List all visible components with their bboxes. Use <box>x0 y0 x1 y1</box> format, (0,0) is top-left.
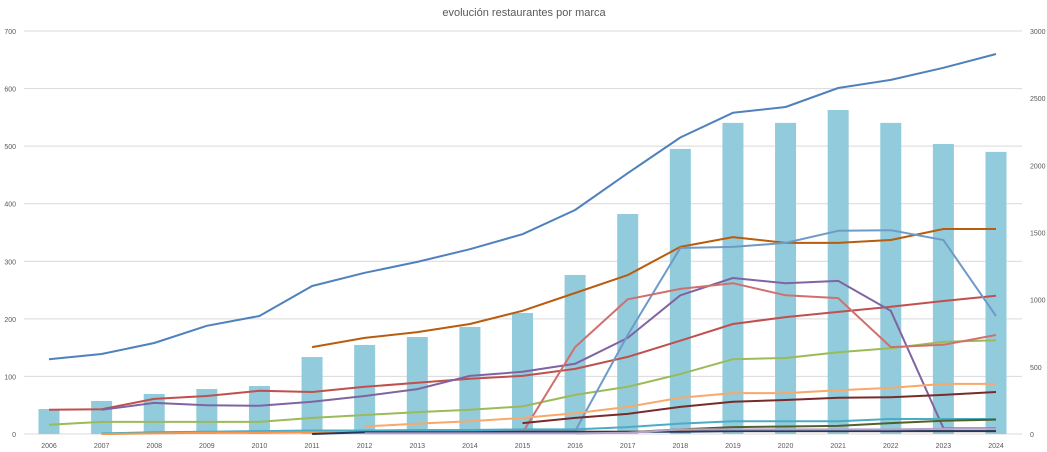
x-tick-label: 2021 <box>830 443 846 450</box>
y2-tick-label: 3000 <box>1030 29 1046 36</box>
chart-title: evolución restaurantes por marca <box>442 7 606 19</box>
y-tick-label: 600 <box>4 87 16 94</box>
x-tick-label: 2013 <box>409 443 425 450</box>
y-tick-label: 100 <box>4 374 16 381</box>
x-tick-label: 2017 <box>620 443 636 450</box>
x-tick-label: 2024 <box>988 443 1004 450</box>
bar <box>880 122 902 434</box>
series-line-s3 <box>101 277 996 430</box>
bar <box>617 213 639 434</box>
series-line-s2 <box>48 294 997 411</box>
bar <box>91 400 113 434</box>
bar <box>248 386 270 434</box>
bar <box>669 148 691 434</box>
x-tick-label: 2019 <box>725 443 741 450</box>
bar <box>827 109 849 434</box>
series-line-s8 <box>364 382 996 428</box>
series-line-s14 <box>364 427 996 435</box>
y-tick-label: 500 <box>4 144 16 151</box>
y2-tick-label: 0 <box>1030 432 1034 439</box>
bar <box>406 337 428 434</box>
bar <box>512 312 533 434</box>
x-tick-label: 2014 <box>462 443 478 450</box>
y-tick-label: 700 <box>4 29 16 36</box>
x-tick-label: 2012 <box>357 443 373 450</box>
x-tick-label: 2010 <box>252 443 268 450</box>
x-tick-label: 2020 <box>778 443 794 450</box>
series-line-s1 <box>48 53 997 361</box>
y-tick-label: 400 <box>4 202 16 209</box>
x-tick-label: 2007 <box>94 443 110 450</box>
bar <box>301 357 323 434</box>
x-tick-label: 2015 <box>515 443 531 450</box>
x-tick-label: 2009 <box>199 443 215 450</box>
bar <box>985 151 1007 434</box>
y-tick-label: 200 <box>4 317 16 324</box>
y2-tick-label: 1500 <box>1030 231 1046 238</box>
y2-tick-label: 2500 <box>1030 96 1046 103</box>
y-tick-label: 0 <box>12 432 16 439</box>
bar <box>354 344 376 434</box>
x-tick-label: 2023 <box>936 443 952 450</box>
bar <box>38 409 60 434</box>
y2-tick-label: 500 <box>1030 365 1042 372</box>
x-tick-label: 2006 <box>41 443 57 450</box>
y2-tick-label: 2000 <box>1030 163 1046 170</box>
x-tick-label: 2011 <box>305 443 320 450</box>
bar <box>775 122 797 434</box>
y2-tick-label: 1000 <box>1030 298 1046 305</box>
bar <box>932 143 954 434</box>
bar <box>459 326 481 434</box>
bar <box>564 274 586 434</box>
x-tick-label: 2018 <box>673 443 689 450</box>
x-tick-label: 2016 <box>567 443 583 450</box>
series-line-s4 <box>48 339 997 426</box>
x-tick-label: 2008 <box>146 443 162 450</box>
y-tick-label: 300 <box>4 259 16 266</box>
series-line-s6 <box>101 229 997 435</box>
series-line-s10 <box>101 418 996 435</box>
x-tick-label: 2022 <box>883 443 899 450</box>
series-line-s9 <box>522 391 997 425</box>
series-line-s5 <box>311 228 996 349</box>
